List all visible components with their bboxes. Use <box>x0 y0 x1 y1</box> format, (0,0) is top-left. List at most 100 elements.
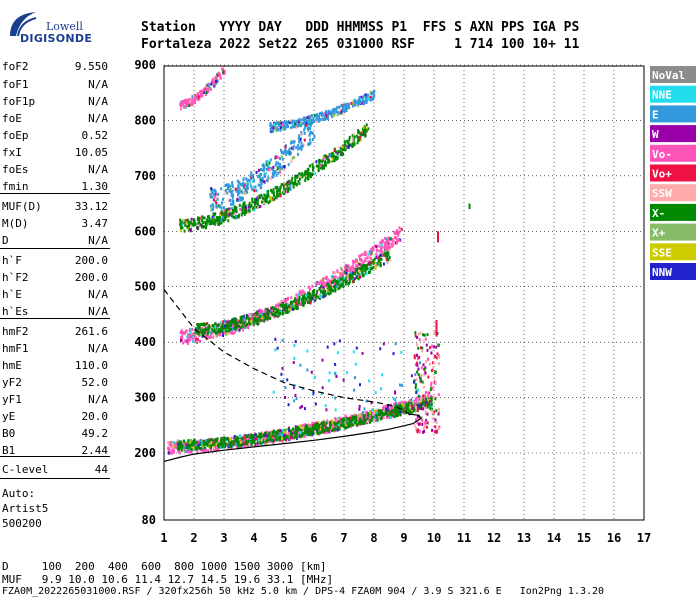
param-separator <box>0 478 110 479</box>
echo-point <box>398 383 401 387</box>
echo-point <box>382 414 385 418</box>
echo-point <box>418 376 421 380</box>
echo-point <box>404 411 407 415</box>
echo-point <box>364 421 367 425</box>
echo-point <box>438 410 441 414</box>
echo-point <box>257 438 260 442</box>
echo-point <box>323 163 326 167</box>
echo-point <box>358 267 361 271</box>
echo-point <box>400 405 403 409</box>
echo-point <box>435 409 438 413</box>
echo-point <box>194 333 197 337</box>
echo-point <box>214 439 217 443</box>
echo-point <box>437 412 440 416</box>
echo-point <box>429 346 432 350</box>
echo-point <box>242 321 245 325</box>
echo-point <box>204 323 207 327</box>
echo-point <box>228 213 231 217</box>
echo-point <box>428 362 431 366</box>
echo-point <box>211 189 214 193</box>
echo-point <box>297 140 300 144</box>
echo-point <box>241 196 244 200</box>
echo-point <box>308 164 311 168</box>
echo-point <box>420 406 423 410</box>
echo-point <box>385 404 388 408</box>
echo-point <box>184 444 187 448</box>
param-row: foF1 N/A <box>2 78 108 94</box>
echo-point <box>309 433 312 437</box>
echo-point <box>250 435 253 439</box>
echo-point <box>340 279 343 283</box>
echo-point <box>330 283 333 287</box>
echo-point <box>276 310 279 314</box>
echo-point <box>187 336 190 340</box>
echo-point <box>416 357 419 361</box>
echo-point <box>327 278 330 282</box>
echo-point <box>214 75 217 79</box>
echo-point <box>292 123 295 127</box>
echo-point <box>263 165 266 169</box>
echo-point <box>327 427 330 431</box>
echo-point <box>339 150 342 154</box>
echo-point <box>243 191 246 195</box>
param-row: fxI 10.05 <box>2 146 108 162</box>
echo-point <box>413 423 416 427</box>
echo-point <box>385 237 388 241</box>
echo-point <box>237 185 240 189</box>
echo-point <box>431 428 434 432</box>
echo-point <box>343 270 346 274</box>
echo-point <box>410 398 413 402</box>
echo-point <box>311 424 314 428</box>
echo-point <box>380 257 383 261</box>
echo-point <box>330 274 333 278</box>
echo-point <box>214 191 217 195</box>
echo-point <box>236 441 239 445</box>
echo-traces <box>167 67 471 455</box>
echo-point <box>426 348 429 352</box>
echo-point <box>286 307 289 311</box>
echo-point <box>233 207 236 211</box>
param-row: fmin 1.30 <box>2 180 108 196</box>
echo-point <box>243 318 246 322</box>
echo-point <box>242 442 245 446</box>
echo-point <box>263 434 266 438</box>
echo-point <box>429 388 432 392</box>
x-tick-label: 11 <box>457 531 471 545</box>
echo-point <box>260 436 263 440</box>
echo-point <box>362 127 365 131</box>
echo-point <box>231 444 234 448</box>
echo-point <box>414 386 417 390</box>
echo-point <box>341 422 344 426</box>
echo-point <box>243 207 246 211</box>
echo-point <box>316 164 319 168</box>
echo-point <box>185 450 188 454</box>
echo-point <box>422 363 425 367</box>
echo-point <box>284 150 287 154</box>
echo-point <box>354 420 357 424</box>
echo-point <box>236 322 239 326</box>
echo-point <box>221 197 224 201</box>
echo-point <box>283 308 286 312</box>
echo-point <box>312 117 315 121</box>
echo-point <box>232 321 235 325</box>
echo-point <box>421 398 424 402</box>
echo-point <box>278 192 281 196</box>
y-tick-label: 80 <box>142 513 156 527</box>
echo-point <box>300 302 303 306</box>
echo-point <box>365 129 368 133</box>
echo-point <box>290 121 293 125</box>
echo-point <box>238 320 241 324</box>
echo-point <box>416 353 419 357</box>
echo-point <box>365 98 368 102</box>
echo-point <box>308 116 311 120</box>
echo-point <box>240 213 243 217</box>
echo-point <box>332 276 335 280</box>
echo-point <box>309 297 312 301</box>
echo-point <box>401 383 404 387</box>
echo-point <box>355 417 358 421</box>
echo-point <box>222 320 225 324</box>
echo-point <box>272 313 275 317</box>
echo-point <box>366 420 369 424</box>
echo-point <box>277 189 280 193</box>
echo-point <box>358 404 361 408</box>
